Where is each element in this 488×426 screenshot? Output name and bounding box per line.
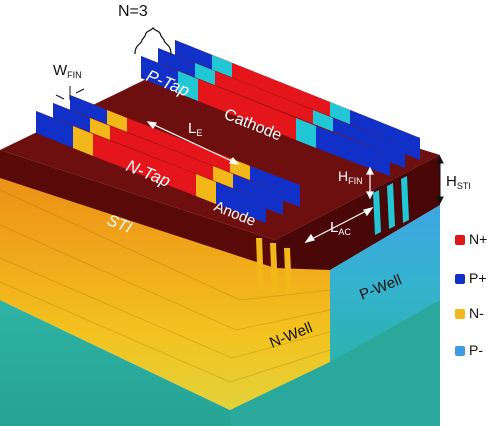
- side-fin-stubs: [373, 176, 409, 235]
- legend-label: N+: [469, 231, 488, 247]
- h-sti-marker: [436, 155, 444, 205]
- legend-swatch: [455, 235, 465, 245]
- l-e-label: LE: [188, 120, 202, 138]
- n-count-label: N=3: [118, 3, 148, 20]
- legend-swatch: [455, 346, 465, 356]
- h-fin-label: HFIN: [338, 168, 363, 186]
- dimension-lines: [146, 121, 374, 243]
- sti-side: [275, 155, 440, 270]
- n-count-brace: [134, 27, 172, 55]
- sti-front: [0, 150, 275, 268]
- n-well-front: [0, 150, 330, 410]
- front-fin-stubs: [256, 238, 292, 294]
- legend-n-plus: N+: [455, 231, 488, 253]
- legend-swatch: [455, 274, 465, 284]
- legend-swatch: [455, 309, 465, 319]
- substrate-front: [0, 300, 230, 426]
- w-fin-marker: [55, 86, 85, 100]
- legend-p-plus: P+: [455, 270, 488, 292]
- legend-n-minus: N-: [455, 305, 488, 327]
- front-fin-row: [36, 95, 300, 223]
- n-well-bands: [0, 189, 331, 383]
- substrate-side: [230, 300, 440, 426]
- w-fin-label: WFIN: [53, 62, 82, 80]
- legend-label: P+: [469, 270, 487, 286]
- legend-label: N-: [469, 305, 484, 321]
- h-sti-label: HSTI: [446, 173, 471, 191]
- back-fin-row: [141, 40, 420, 176]
- legend-p-minus: P-: [455, 342, 488, 364]
- p-well-side: [330, 205, 440, 362]
- legend-label: P-: [469, 342, 483, 358]
- l-ac-label: LAC: [330, 219, 351, 237]
